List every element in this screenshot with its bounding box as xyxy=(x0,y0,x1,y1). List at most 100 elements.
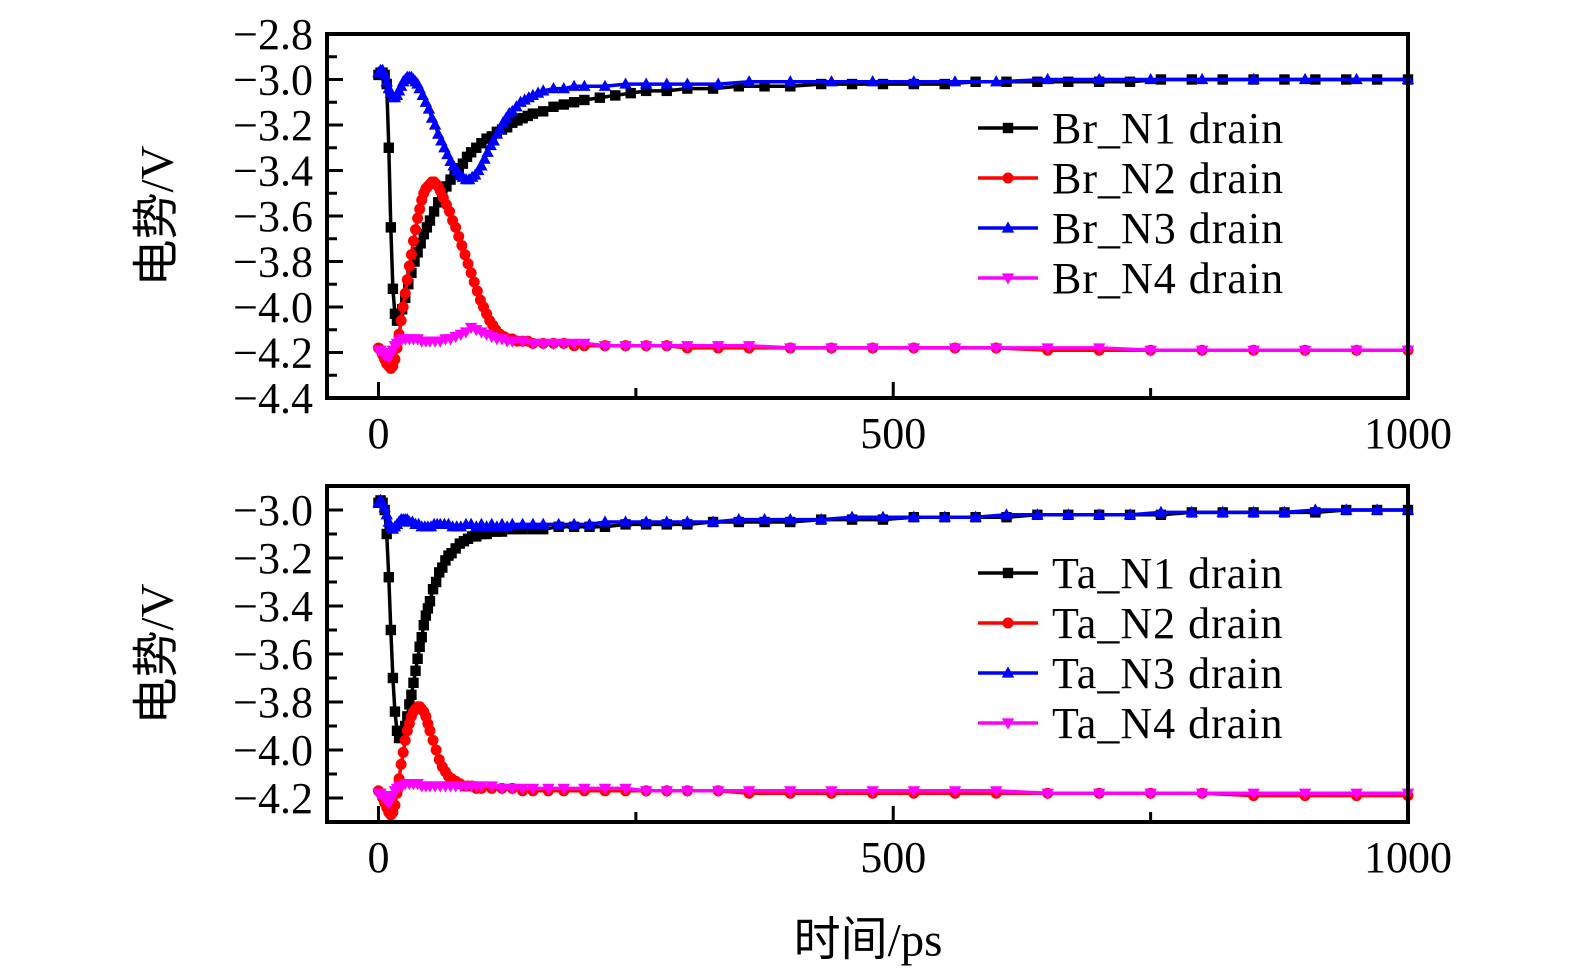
marker-square xyxy=(527,524,539,535)
x-tick-label: 500 xyxy=(860,833,926,882)
marker-triangle-up xyxy=(1350,72,1363,85)
marker-triangle-down xyxy=(660,341,673,353)
marker-triangle-up xyxy=(712,77,725,89)
marker-triangle-up xyxy=(938,510,951,522)
marker-circle xyxy=(462,258,474,270)
marker-triangle-up xyxy=(742,75,756,87)
marker-square xyxy=(428,206,440,217)
marker-triangle-down xyxy=(1350,345,1363,357)
marker-triangle-up xyxy=(1185,505,1198,517)
marker-circle xyxy=(453,230,465,242)
marker-square xyxy=(416,632,427,643)
marker-square xyxy=(640,85,652,97)
marker-square xyxy=(846,78,858,90)
marker-triangle-up xyxy=(380,75,393,87)
legend-item: Br_N4 drain xyxy=(978,254,1284,303)
y-axis-title-top: 电势/V xyxy=(131,145,184,287)
marker-circle xyxy=(410,224,422,236)
marker-triangle-down xyxy=(506,783,519,795)
y-tick-label: −3.2 xyxy=(233,534,313,583)
marker-square xyxy=(1063,76,1074,87)
marker-triangle-up xyxy=(557,82,570,94)
marker-triangle-up xyxy=(1247,505,1260,517)
marker-triangle-down xyxy=(712,786,725,798)
marker-triangle-up xyxy=(660,77,673,89)
marker-circle xyxy=(468,276,480,288)
marker-triangle-up xyxy=(619,515,632,527)
marker-square xyxy=(437,562,448,573)
marker-square xyxy=(391,725,403,736)
marker-triangle-up xyxy=(1340,503,1353,515)
marker-triangle-up xyxy=(732,513,746,525)
series-br-n4-drain xyxy=(372,322,1415,364)
legend-label: Br_N4 drain xyxy=(1052,254,1284,303)
marker-square xyxy=(409,256,420,267)
marker-square xyxy=(420,610,432,621)
marker-triangle-up xyxy=(481,145,494,157)
marker-circle xyxy=(395,315,407,327)
marker-triangle-down xyxy=(1195,788,1209,800)
marker-circle xyxy=(412,212,424,224)
marker-triangle-up xyxy=(681,515,694,527)
marker-triangle-up xyxy=(578,79,591,91)
marker-circle xyxy=(430,744,442,756)
marker-triangle-down xyxy=(516,336,529,348)
marker-triangle-up xyxy=(598,515,612,527)
marker-square xyxy=(389,706,401,717)
ticks xyxy=(327,508,1410,822)
marker-triangle-down xyxy=(825,786,838,798)
marker-square xyxy=(383,572,394,583)
marker-triangle-up xyxy=(378,501,391,513)
marker-square xyxy=(625,87,636,99)
marker-triangle-up xyxy=(1031,508,1044,520)
marker-triangle-down xyxy=(948,343,962,355)
marker-triangle-down xyxy=(542,783,555,795)
y-tick-label: −3.2 xyxy=(233,101,313,150)
marker-square xyxy=(815,78,827,90)
marker-triangle-up xyxy=(876,510,890,522)
marker-square xyxy=(385,624,397,636)
marker-triangle-down xyxy=(907,343,921,355)
marker-triangle-up xyxy=(784,513,797,525)
marker-square xyxy=(579,94,590,106)
legend-item: Br_N1 drain xyxy=(978,104,1283,153)
marker-square xyxy=(661,85,672,97)
marker-triangle-down xyxy=(1144,788,1157,800)
marker-triangle-down xyxy=(948,786,962,798)
marker-square xyxy=(427,584,439,595)
marker-square xyxy=(387,283,399,294)
x-axis-title: 时间/ps xyxy=(793,914,943,967)
marker-triangle-up xyxy=(567,517,581,529)
marker-triangle-up xyxy=(948,75,962,87)
marker-triangle-up xyxy=(639,515,653,527)
marker-triangle-up xyxy=(1001,666,1015,678)
marker-square xyxy=(496,526,508,537)
marker-square xyxy=(517,524,528,535)
marker-circle xyxy=(414,203,426,215)
marker-triangle-down xyxy=(866,786,879,798)
legend-label: Ta_N4 drain xyxy=(1052,699,1284,748)
ticks xyxy=(327,32,1410,400)
marker-triangle-up xyxy=(547,82,560,94)
y-tick-label: −3.0 xyxy=(233,56,313,105)
x-tick-label: 0 xyxy=(367,409,389,458)
marker-triangle-up xyxy=(758,513,771,525)
marker-triangle-up xyxy=(1123,508,1137,520)
marker-triangle-down xyxy=(619,783,632,795)
marker-circle xyxy=(450,221,462,233)
legend-item: Br_N2 drain xyxy=(978,154,1283,203)
marker-triangle-down xyxy=(475,781,488,793)
marker-circle xyxy=(395,758,407,770)
marker-triangle-down xyxy=(1001,273,1015,285)
marker-square xyxy=(406,689,417,700)
marker-square xyxy=(414,641,425,652)
marker-circle xyxy=(456,240,468,252)
marker-triangle-up xyxy=(814,513,828,525)
marker-square xyxy=(1124,76,1136,87)
marker-circle xyxy=(444,205,456,217)
marker-square xyxy=(548,101,559,112)
marker-triangle-down xyxy=(557,783,570,795)
marker-triangle-up xyxy=(478,152,491,164)
marker-square xyxy=(383,142,394,153)
